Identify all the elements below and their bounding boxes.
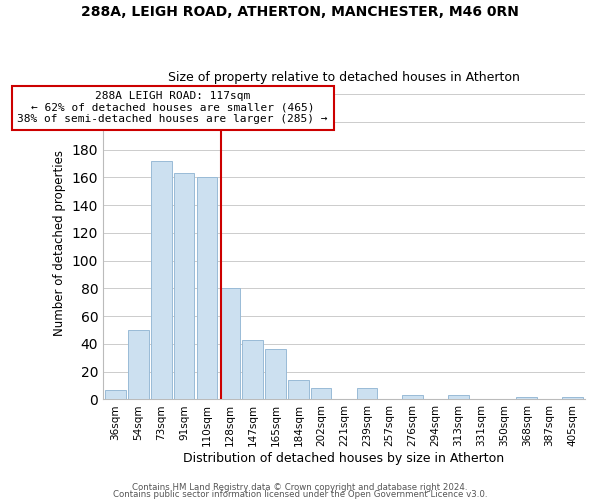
Bar [402,396,423,400]
Bar [128,330,149,400]
X-axis label: Distribution of detached houses by size in Atherton: Distribution of detached houses by size … [184,452,505,465]
Bar [242,340,263,400]
Bar [106,390,126,400]
Bar [562,396,583,400]
Bar [448,396,469,400]
Text: Contains HM Land Registry data © Crown copyright and database right 2024.: Contains HM Land Registry data © Crown c… [132,484,468,492]
Bar [356,388,377,400]
Bar [517,396,537,400]
Text: 288A LEIGH ROAD: 117sqm
← 62% of detached houses are smaller (465)
38% of semi-d: 288A LEIGH ROAD: 117sqm ← 62% of detache… [17,91,328,124]
Bar [311,388,331,400]
Bar [220,288,240,400]
Title: Size of property relative to detached houses in Atherton: Size of property relative to detached ho… [168,72,520,85]
Bar [197,178,217,400]
Bar [265,350,286,400]
Y-axis label: Number of detached properties: Number of detached properties [53,150,66,336]
Bar [288,380,308,400]
Text: 288A, LEIGH ROAD, ATHERTON, MANCHESTER, M46 0RN: 288A, LEIGH ROAD, ATHERTON, MANCHESTER, … [81,5,519,19]
Bar [174,173,194,400]
Text: Contains public sector information licensed under the Open Government Licence v3: Contains public sector information licen… [113,490,487,499]
Bar [151,160,172,400]
